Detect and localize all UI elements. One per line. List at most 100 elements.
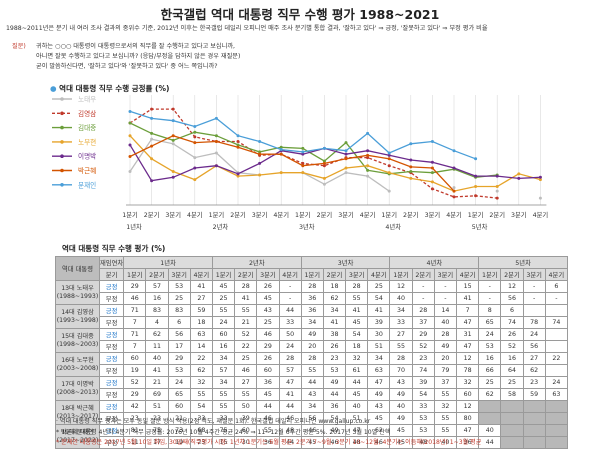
- negative-cell: 45: [345, 388, 369, 401]
- positive-cell: 12: [389, 280, 413, 293]
- positive-cell: 14: [433, 304, 458, 317]
- quarter-cell: 1분기: [478, 268, 502, 281]
- negative-label: 부정: [98, 340, 125, 353]
- table-row: 15대 김대중 (1998~2003) 긍정 71 62 56 63 60 52 46 50 49 38…: [55, 328, 568, 353]
- x-tick-label: 3분기: [252, 210, 268, 219]
- positive-cell: 47: [367, 376, 391, 389]
- positive-cell: 39: [411, 376, 435, 389]
- positive-cell: 59: [189, 304, 213, 317]
- data-point: [171, 119, 175, 123]
- positive-cell: 44: [300, 376, 324, 389]
- positive-cell: 7: [455, 304, 480, 317]
- x-tick-label: 1분기: [468, 210, 484, 219]
- data-point: [366, 156, 370, 160]
- positive-cell: 47: [278, 376, 302, 389]
- negative-cell: 25: [211, 292, 236, 305]
- data-point: [452, 166, 456, 170]
- legend-marker: [60, 97, 64, 101]
- negative-cell: 57: [278, 364, 302, 377]
- data-point: [344, 171, 348, 175]
- data-point: [150, 179, 154, 183]
- positive-label: 긍정: [98, 328, 125, 341]
- table-row: 부정 7 11 17 14 16 22 29 24 20 26 18 51 55 52 49 47 53 52 56: [56, 340, 568, 353]
- data-point: [171, 107, 175, 111]
- legend-label: 김대중: [78, 124, 96, 132]
- data-point: [387, 153, 391, 157]
- positive-cell: 28: [433, 328, 458, 341]
- negative-cell: 18: [345, 340, 369, 353]
- data-point: [387, 171, 391, 175]
- negative-cell: 41: [278, 388, 302, 401]
- positive-cell: 21: [145, 376, 169, 389]
- negative-cell: 16: [145, 292, 169, 305]
- x-tick-label: 4분기: [273, 210, 289, 219]
- positive-cell: 41: [189, 280, 213, 293]
- negative-cell: 47: [455, 316, 480, 329]
- data-point: [150, 137, 154, 141]
- positive-cell: 56: [167, 328, 191, 341]
- positive-cell: 55: [211, 304, 236, 317]
- president-cell: 15대 김대중 (1998~2003): [55, 328, 100, 353]
- negative-cell: 59: [522, 388, 546, 401]
- positive-cell: 27: [522, 352, 546, 365]
- negative-cell: 36: [256, 436, 280, 449]
- data-point: [538, 175, 542, 179]
- data-point: [474, 174, 478, 178]
- approval-table: 역대 대통령 재임연차 1년차 2년차 3년차 4년차 5년차 분기 1분기 2분기 3분기 4분기 1…: [55, 256, 568, 449]
- negative-cell: 52: [500, 340, 524, 353]
- negative-cell: 74: [500, 316, 524, 329]
- president-term: (1998~2003): [56, 340, 99, 348]
- negative-cell: [544, 340, 568, 353]
- negative-cell: 62: [478, 388, 502, 401]
- data-point: [258, 173, 262, 177]
- question-block: 질문) 귀하는 ○○○ 대통령이 대통령으로서의 직무를 잘 수행하고 있다고 …: [12, 42, 240, 72]
- positive-cell: -: [278, 280, 302, 293]
- data-point: [517, 172, 521, 176]
- positive-cell: 54: [345, 328, 369, 341]
- negative-cell: 41: [145, 364, 169, 377]
- table-row: 18대 박근혜 (2013~2017) 긍정 42 51 60 54 55 50 44 44 34 36…: [55, 400, 568, 425]
- legend-label: 문재인: [78, 180, 96, 189]
- data-point: [193, 124, 197, 128]
- positive-cell: 26: [256, 352, 280, 365]
- negative-cell: 55: [433, 388, 458, 401]
- negative-cell: 52: [411, 340, 435, 353]
- question-label: 질문): [12, 43, 26, 50]
- legend-marker: [60, 111, 64, 116]
- positive-cell: -: [411, 280, 435, 293]
- positive-cell: 28: [389, 352, 413, 365]
- data-point: [495, 185, 499, 189]
- data-point: [322, 161, 326, 165]
- data-point: [301, 152, 305, 156]
- data-point: [430, 171, 434, 175]
- legend-marker: [60, 183, 64, 187]
- x-year-label: 1년차: [126, 222, 142, 231]
- positive-cell: 28: [234, 280, 258, 293]
- positive-cell: 36: [300, 304, 324, 317]
- data-point: [258, 139, 262, 143]
- positive-label: 긍정: [98, 280, 125, 293]
- positive-cell: 12: [500, 280, 524, 293]
- negative-label: 부정: [98, 364, 125, 377]
- positive-cell: 18: [322, 280, 347, 293]
- negative-cell: 4: [145, 316, 169, 329]
- data-point: [409, 170, 413, 174]
- data-point: [366, 149, 370, 153]
- positive-cell: 6: [500, 304, 524, 317]
- data-point: [344, 166, 348, 170]
- positive-cell: 55: [211, 400, 236, 413]
- series-line-5: [129, 135, 455, 192]
- quarter-cell: 4분기: [189, 268, 213, 281]
- data-point: [150, 157, 154, 161]
- negative-cell: [522, 436, 546, 449]
- table-row: 부정 7 4 6 18 24 21 25 33 34 41 45 39 33 37 40 47 65 74 78 74: [56, 316, 568, 329]
- quarter-cell: 4분기: [544, 268, 568, 281]
- x-tick-label: 4분기: [187, 210, 203, 219]
- positive-cell: 24: [167, 376, 191, 389]
- negative-cell: 66: [478, 364, 502, 377]
- president-term: (1988~1993): [56, 292, 99, 300]
- data-point: [452, 195, 456, 199]
- data-point: [150, 116, 154, 120]
- president-term: (2008~2013): [56, 388, 99, 396]
- positive-cell: [522, 400, 546, 413]
